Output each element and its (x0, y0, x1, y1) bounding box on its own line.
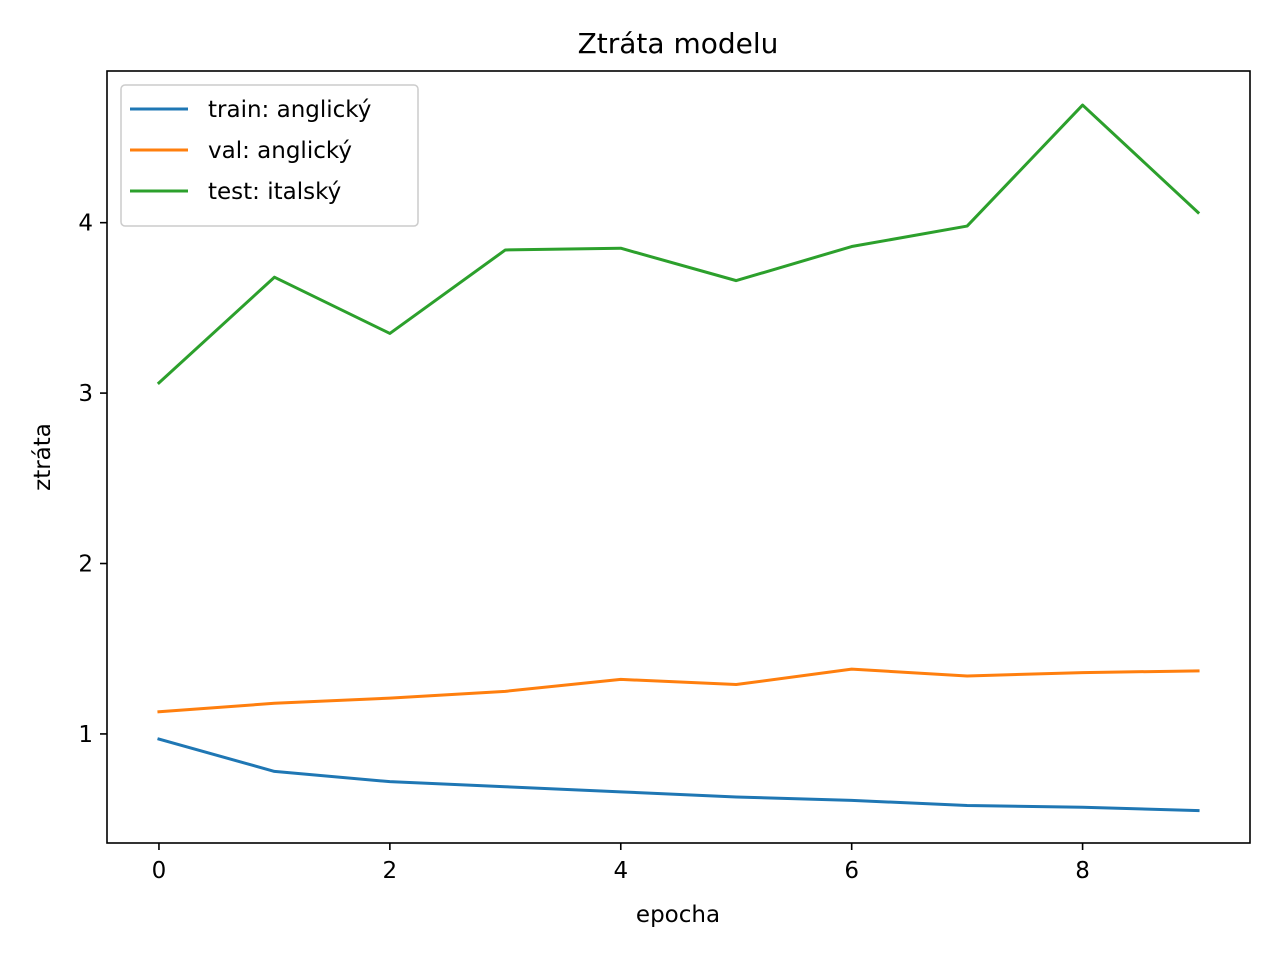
x-tick-label: 6 (844, 858, 859, 884)
y-axis-label: ztráta (30, 423, 56, 491)
x-axis-label: epocha (636, 902, 720, 928)
axis-ticks: 0 2 4 6 8 1 2 3 4 (78, 211, 1090, 884)
y-tick-label: 4 (78, 211, 93, 237)
legend: train: anglický val: anglický test: italsk… (120, 84, 419, 227)
y-tick-label: 1 (78, 722, 93, 748)
y-tick-label: 2 (78, 552, 93, 578)
legend-label-2: test: italský (208, 179, 341, 205)
x-tick-label: 8 (1075, 858, 1090, 884)
chart-title: Ztráta modelu (578, 27, 779, 60)
x-tick-label: 2 (383, 858, 398, 884)
series-line-2 (156, 103, 1201, 385)
axes-frame (106, 70, 1251, 844)
legend-box (120, 84, 419, 227)
plot-area (156, 103, 1201, 813)
series-line-1 (157, 667, 1200, 714)
series-line-0 (157, 737, 1200, 813)
legend-label-1: val: anglický (208, 138, 352, 164)
x-tick-label: 4 (613, 858, 628, 884)
legend-label-0: train: anglický (208, 97, 371, 123)
y-tick-label: 3 (78, 381, 93, 407)
x-tick-label: 0 (152, 858, 167, 884)
